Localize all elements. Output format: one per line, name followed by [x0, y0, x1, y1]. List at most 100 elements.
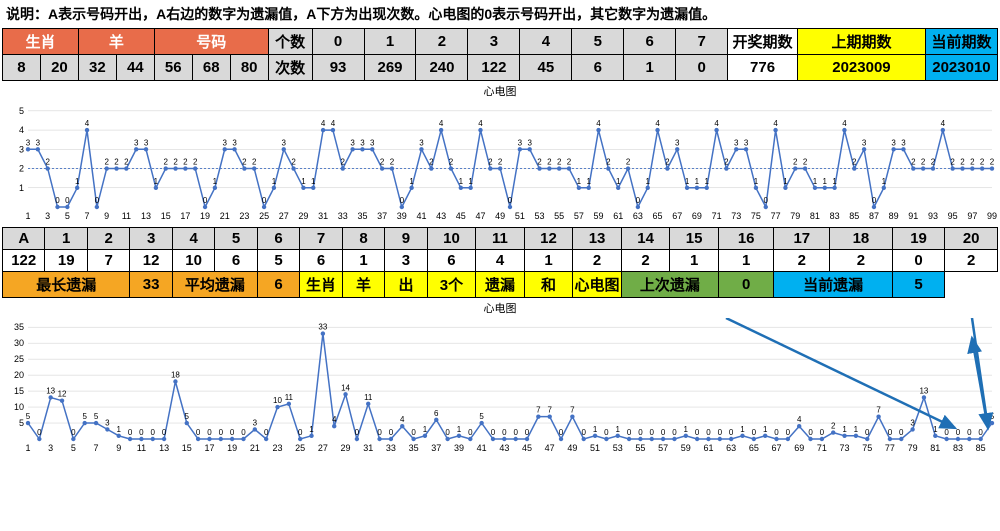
svg-text:4: 4: [19, 125, 24, 135]
svg-text:0: 0: [729, 428, 734, 437]
svg-text:2: 2: [950, 158, 955, 167]
svg-text:1: 1: [616, 177, 621, 186]
svg-text:1: 1: [813, 177, 818, 186]
svg-text:5: 5: [19, 418, 24, 428]
svg-text:33: 33: [386, 443, 396, 453]
svg-text:57: 57: [574, 211, 584, 221]
svg-text:10: 10: [14, 402, 24, 412]
svg-text:0: 0: [508, 196, 513, 205]
svg-text:59: 59: [681, 443, 691, 453]
svg-text:5: 5: [71, 443, 76, 453]
svg-text:0: 0: [298, 428, 303, 437]
svg-text:33: 33: [338, 211, 348, 221]
svg-text:1: 1: [685, 177, 690, 186]
svg-text:2: 2: [557, 158, 562, 167]
svg-text:0: 0: [502, 428, 507, 437]
svg-text:1: 1: [783, 177, 788, 186]
svg-text:2: 2: [831, 422, 836, 431]
svg-text:2: 2: [803, 158, 808, 167]
svg-text:0: 0: [207, 428, 212, 437]
svg-text:67: 67: [672, 211, 682, 221]
svg-text:5: 5: [990, 412, 995, 421]
svg-text:2: 2: [380, 158, 385, 167]
svg-text:1: 1: [593, 425, 598, 434]
svg-text:41: 41: [416, 211, 426, 221]
svg-text:77: 77: [771, 211, 781, 221]
svg-text:5: 5: [65, 211, 70, 221]
svg-text:1: 1: [705, 177, 710, 186]
svg-text:33: 33: [318, 323, 327, 332]
svg-text:35: 35: [409, 443, 419, 453]
svg-text:4: 4: [439, 119, 444, 128]
svg-text:63: 63: [633, 211, 643, 221]
svg-text:0: 0: [956, 428, 961, 437]
svg-text:13: 13: [141, 211, 151, 221]
svg-text:11: 11: [122, 211, 131, 221]
svg-text:0: 0: [95, 196, 100, 205]
svg-text:51: 51: [590, 443, 600, 453]
chart1-title: 心电图: [0, 81, 1000, 101]
svg-text:69: 69: [692, 211, 702, 221]
svg-text:3: 3: [134, 138, 139, 147]
svg-text:1: 1: [933, 425, 938, 434]
svg-text:3: 3: [518, 138, 523, 147]
svg-text:1: 1: [457, 425, 462, 434]
svg-text:3: 3: [36, 138, 41, 147]
svg-text:71: 71: [817, 443, 827, 453]
svg-text:3: 3: [891, 138, 896, 147]
svg-text:2: 2: [291, 158, 296, 167]
svg-text:4: 4: [773, 119, 778, 128]
svg-text:2: 2: [163, 158, 168, 167]
svg-text:4: 4: [321, 119, 326, 128]
svg-text:0: 0: [695, 428, 700, 437]
svg-text:29: 29: [298, 211, 308, 221]
svg-text:37: 37: [431, 443, 441, 453]
svg-text:14: 14: [341, 383, 350, 392]
svg-text:7: 7: [85, 211, 90, 221]
svg-text:3: 3: [370, 138, 375, 147]
svg-text:13: 13: [46, 386, 55, 395]
svg-text:0: 0: [672, 428, 677, 437]
svg-text:0: 0: [718, 428, 723, 437]
svg-text:3: 3: [232, 138, 237, 147]
svg-text:20: 20: [14, 370, 24, 380]
svg-text:0: 0: [400, 196, 405, 205]
svg-text:0: 0: [389, 428, 394, 437]
svg-text:4: 4: [655, 119, 660, 128]
svg-text:2: 2: [488, 158, 493, 167]
svg-text:0: 0: [820, 428, 825, 437]
svg-text:67: 67: [772, 443, 782, 453]
svg-text:3: 3: [26, 138, 31, 147]
svg-text:2: 2: [124, 158, 129, 167]
svg-text:0: 0: [468, 428, 473, 437]
svg-text:53: 53: [535, 211, 545, 221]
svg-text:0: 0: [264, 428, 269, 437]
chart2-title: 心电图: [0, 298, 1000, 318]
svg-text:4: 4: [842, 119, 847, 128]
svg-text:2: 2: [626, 158, 631, 167]
svg-text:2: 2: [990, 158, 995, 167]
svg-text:69: 69: [794, 443, 804, 453]
svg-text:0: 0: [808, 428, 813, 437]
svg-text:0: 0: [650, 428, 655, 437]
svg-text:1: 1: [754, 177, 759, 186]
svg-text:47: 47: [475, 211, 485, 221]
svg-text:0: 0: [513, 428, 518, 437]
svg-text:11: 11: [285, 393, 294, 402]
svg-text:5: 5: [82, 412, 87, 421]
svg-text:0: 0: [899, 428, 904, 437]
svg-text:57: 57: [658, 443, 668, 453]
svg-text:49: 49: [495, 211, 505, 221]
svg-text:21: 21: [250, 443, 260, 453]
svg-text:7: 7: [94, 443, 99, 453]
svg-text:31: 31: [363, 443, 373, 453]
svg-text:1: 1: [577, 177, 582, 186]
svg-text:9: 9: [104, 211, 109, 221]
svg-text:0: 0: [872, 196, 877, 205]
svg-text:0: 0: [967, 428, 972, 437]
svg-text:2: 2: [193, 158, 198, 167]
svg-text:3: 3: [675, 138, 680, 147]
svg-text:2: 2: [449, 158, 454, 167]
svg-text:41: 41: [477, 443, 487, 453]
svg-text:93: 93: [928, 211, 938, 221]
